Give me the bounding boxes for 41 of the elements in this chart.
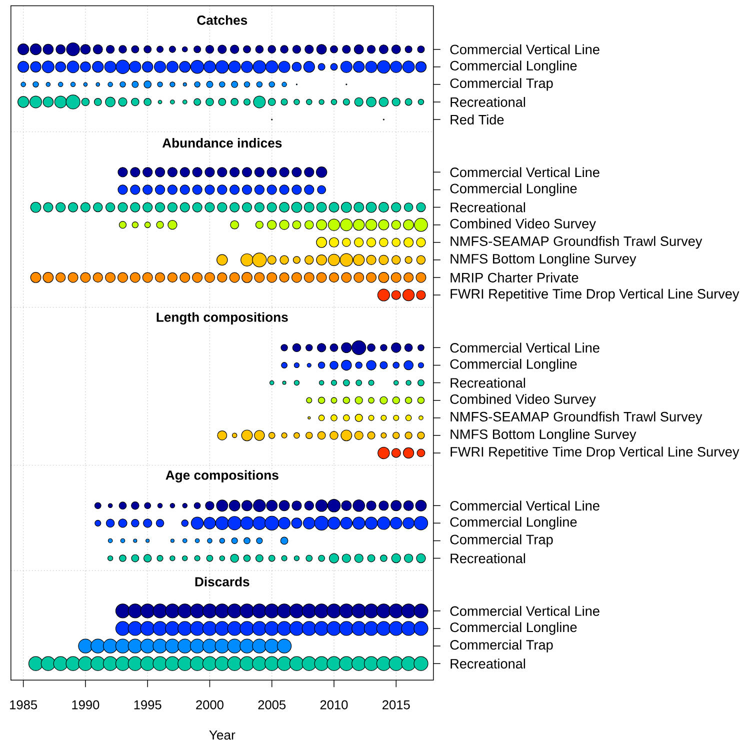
x-tick-label: 1985 bbox=[10, 700, 38, 710]
y-tick-label: Commercial Longline bbox=[450, 516, 577, 530]
x-tick-label: 1990 bbox=[72, 700, 100, 710]
x-tick-label: 2005 bbox=[258, 700, 286, 710]
x-tick-label: 2015 bbox=[382, 700, 410, 710]
x-axis-title: Year bbox=[209, 730, 236, 740]
y-tick-label: NMFS-SEAMAP Groundfish Trawl Survey bbox=[450, 236, 702, 249]
chart-title: Abundance indices bbox=[162, 138, 282, 148]
y-tick-label: Combined Video Survey bbox=[450, 394, 596, 407]
y-tick-label: Combined Video Survey bbox=[450, 218, 596, 232]
y-tick-label: FWRI Repetitive Time Drop Vertical Line Survey bbox=[450, 288, 740, 302]
y-tick-label: NMFS Bottom Longline Survey bbox=[450, 429, 636, 442]
x-tick-label: 2000 bbox=[196, 700, 224, 710]
y-tick-label: Commercial Longline bbox=[450, 183, 577, 196]
y-tick-label: NMFS Bottom Longline Survey bbox=[450, 254, 636, 266]
y-tick-label: MRIP Charter Private bbox=[450, 272, 578, 282]
y-tick-label: Commercial Longline bbox=[450, 358, 577, 372]
y-tick-label: Commercial Vertical Line bbox=[450, 606, 600, 616]
y-tick-label: Commercial Vertical Line bbox=[450, 167, 600, 178]
chart-title: Discards bbox=[195, 576, 250, 586]
y-tick-label: Commercial Trap bbox=[450, 534, 553, 548]
y-tick-label: Recreational bbox=[450, 658, 526, 669]
y-tick-label: Recreational bbox=[450, 553, 526, 564]
y-tick-label: Commercial Trap bbox=[450, 78, 553, 91]
chart-title: Catches bbox=[197, 15, 248, 25]
y-tick-label: Commercial Vertical Line bbox=[450, 500, 600, 511]
y-tick-label: NMFS-SEAMAP Groundfish Trawl Survey bbox=[450, 412, 702, 424]
y-tick-label: Commercial Trap bbox=[450, 640, 553, 652]
y-tick-label: Commercial Longline bbox=[450, 60, 577, 74]
y-tick-label: Recreational bbox=[450, 378, 526, 388]
y-tick-label: Red Tide bbox=[450, 114, 504, 125]
y-tick-label: Commercial Vertical Line bbox=[450, 44, 600, 54]
x-tick-label: 1995 bbox=[134, 700, 162, 710]
chart-title: Age compositions bbox=[166, 470, 278, 482]
y-tick-label: Commercial Longline bbox=[450, 622, 577, 635]
y-tick-label: Recreational bbox=[450, 202, 526, 212]
y-tick-label: Recreational bbox=[450, 96, 526, 107]
y-tick-label: Commercial Vertical Line bbox=[450, 342, 600, 353]
y-tick-label: FWRI Repetitive Time Drop Vertical Line Survey bbox=[450, 446, 740, 460]
x-tick-label: 2010 bbox=[320, 700, 348, 710]
chart-title: Length compositions bbox=[156, 312, 288, 324]
